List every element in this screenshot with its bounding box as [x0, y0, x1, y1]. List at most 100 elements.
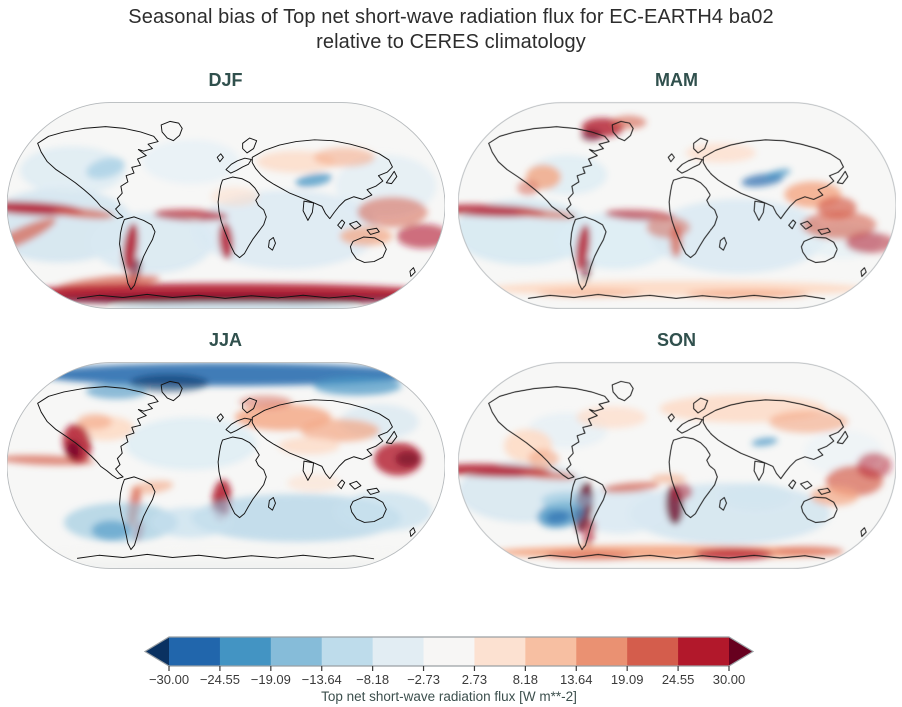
- panel-title-jja: JJA: [208, 330, 243, 350]
- coastline: [160, 380, 183, 402]
- coastline: [348, 220, 361, 230]
- coastline: [36, 386, 159, 480]
- coastline: [76, 553, 374, 560]
- bias-field: [6, 139, 445, 309]
- coastline: [385, 430, 397, 445]
- map-panel-djf: DJF: [0, 55, 451, 315]
- colorbar-over-arrow: [729, 637, 753, 666]
- coastline: [667, 153, 675, 163]
- coastline: [302, 200, 314, 221]
- coastline: [753, 200, 765, 221]
- map-djf: [6, 102, 445, 309]
- coastline: [267, 236, 276, 251]
- coastline: [251, 139, 393, 220]
- colorbar-segment: [627, 637, 679, 666]
- coastline: [76, 293, 374, 300]
- coastline: [225, 417, 252, 434]
- coastline: [349, 496, 387, 523]
- colorbar-segment: [270, 637, 323, 666]
- coastline: [408, 527, 416, 537]
- colorbar-tick-label: 2.73: [462, 672, 487, 687]
- colorbar-tick-label: −2.73: [407, 672, 440, 687]
- colorbar-segment: [678, 637, 730, 666]
- coastline: [366, 227, 380, 235]
- coastline: [787, 219, 796, 230]
- colorbar-segment: [474, 637, 526, 666]
- colorbar-segment: [321, 637, 374, 666]
- coastline: [667, 413, 675, 423]
- coastline: [692, 397, 708, 414]
- coastline: [348, 480, 361, 490]
- coastline: [799, 220, 812, 230]
- coastline: [800, 236, 838, 263]
- coastline: [336, 479, 345, 490]
- coastline: [702, 399, 844, 480]
- map-outline: [457, 362, 896, 569]
- colorbar-tick-label: 19.09: [611, 672, 644, 687]
- colorbar-axis-label: Top net short-wave radiation flux [W m**…: [321, 689, 577, 704]
- panel-title-mam: MAM: [655, 70, 698, 90]
- coastline: [527, 553, 825, 560]
- coastline: [800, 496, 838, 523]
- coastline: [787, 479, 796, 490]
- coastline: [692, 137, 708, 154]
- coastline: [799, 480, 812, 490]
- coastline: [836, 430, 848, 445]
- coastline: [859, 267, 867, 277]
- coastline: [702, 139, 844, 220]
- coastline: [668, 176, 718, 259]
- colorbar-under-arrow: [145, 637, 169, 666]
- coastline: [569, 476, 607, 551]
- coastline: [676, 417, 703, 434]
- map-son: [457, 362, 896, 569]
- coastline: [302, 460, 314, 481]
- coastline: [336, 219, 345, 230]
- colorbar-tick-label: 30.00: [713, 672, 746, 687]
- coastlines: [487, 380, 867, 560]
- coastline: [36, 126, 159, 220]
- coastline: [216, 153, 224, 163]
- figure-title-line2: relative to CERES climatology: [316, 31, 586, 53]
- map-outline: [457, 102, 896, 309]
- colorbar-segment: [169, 637, 221, 666]
- panel-grid: DJF MAM JJA SON: [0, 55, 902, 575]
- map-panel-mam: MAM: [451, 55, 902, 315]
- coastline: [668, 436, 718, 519]
- colorbar-segment: [219, 637, 272, 666]
- map-mam: [457, 102, 896, 309]
- colorbar-svg: −30.00 −24.55 −19.09 −13.64 −8.18 −2.73 2.73 8.…: [143, 636, 755, 704]
- coastline: [385, 170, 397, 185]
- map-panel-son: SON: [451, 315, 902, 575]
- colorbar-tick-label: 13.64: [560, 672, 593, 687]
- map-panel-jja: JJA: [0, 315, 451, 575]
- coastline: [217, 436, 267, 519]
- map-outline: [6, 102, 445, 309]
- colorbar-tick-label: −8.18: [356, 672, 389, 687]
- figure-title-line1: Seasonal bias of Top net short-wave radi…: [128, 6, 774, 28]
- coastline: [817, 227, 831, 235]
- coastline: [241, 137, 257, 154]
- colorbar-tick-label: −24.55: [200, 672, 240, 687]
- colorbar-segment: [525, 637, 577, 666]
- coastline: [611, 120, 634, 142]
- coastlines: [36, 120, 416, 300]
- coastline: [676, 157, 703, 174]
- coastlines: [36, 380, 416, 560]
- coastline: [160, 120, 183, 142]
- figure-title: Seasonal bias of Top net short-wave radi…: [0, 0, 902, 55]
- coastline: [487, 386, 610, 480]
- coastline: [408, 267, 416, 277]
- coastline: [225, 157, 252, 174]
- coastlines: [487, 120, 867, 300]
- coastline: [753, 460, 765, 481]
- coastline: [217, 176, 267, 259]
- colorbar-tick-label: 24.55: [662, 672, 695, 687]
- coastline: [487, 126, 610, 220]
- coastline: [118, 216, 156, 291]
- colorbar-tick-label: 8.18: [513, 672, 538, 687]
- colorbar-segment: [576, 637, 628, 666]
- colorbar: −30.00 −24.55 −19.09 −13.64 −8.18 −2.73 2.73 8.…: [0, 631, 902, 705]
- coastline: [118, 476, 156, 551]
- coastline: [836, 170, 848, 185]
